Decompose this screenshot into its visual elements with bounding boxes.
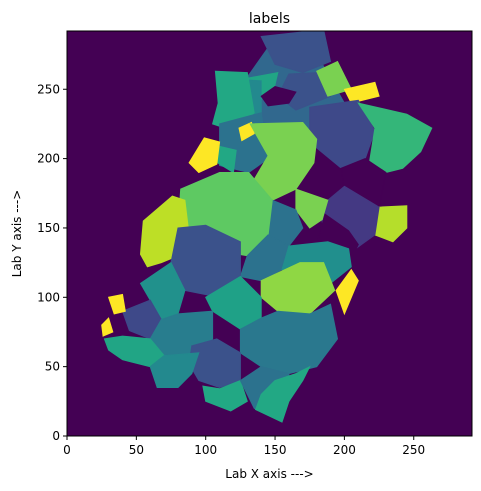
label-region-2: [260, 31, 332, 74]
label-region-15: [188, 137, 221, 174]
label-region-30: [335, 268, 359, 316]
y-tick-label: 200: [37, 152, 60, 166]
y-tick-label: 0: [52, 429, 60, 443]
y-ticks: 0 50 100 150 200 250: [37, 82, 67, 443]
y-tick-label: 250: [37, 82, 60, 96]
y-tick-label: 100: [37, 290, 60, 304]
label-region-10: [357, 102, 433, 174]
label-region-35: [107, 293, 126, 315]
x-tick-label: 150: [264, 443, 287, 457]
y-tick-label: 150: [37, 221, 60, 235]
label-region-32: [239, 303, 339, 375]
x-tick-label: 250: [402, 443, 425, 457]
x-axis-title: Lab X axis --->: [225, 467, 313, 481]
x-tick-label: 50: [129, 443, 144, 457]
x-tick-label: 100: [194, 443, 217, 457]
label-region-16: [238, 121, 255, 142]
label-region-40: [202, 379, 248, 412]
label-region-43: [260, 85, 297, 107]
chart-title: labels: [249, 11, 290, 27]
label-region-39: [149, 352, 200, 388]
x-tick-label: 0: [63, 443, 71, 457]
label-region-20: [295, 188, 329, 229]
label-region-42: [254, 365, 311, 423]
label-regions: [101, 31, 433, 423]
plot-area: [67, 31, 472, 436]
plot-frame: [66, 30, 473, 437]
x-ticks: 0 50 100 150 200 250: [63, 436, 425, 457]
label-region-36: [101, 317, 114, 337]
x-tick-label: 200: [333, 443, 356, 457]
y-tick-label: 50: [45, 360, 60, 374]
y-axis-title: Lab Y axis --->: [10, 190, 24, 278]
label-region-8: [343, 81, 380, 104]
label-region-29: [260, 262, 336, 315]
